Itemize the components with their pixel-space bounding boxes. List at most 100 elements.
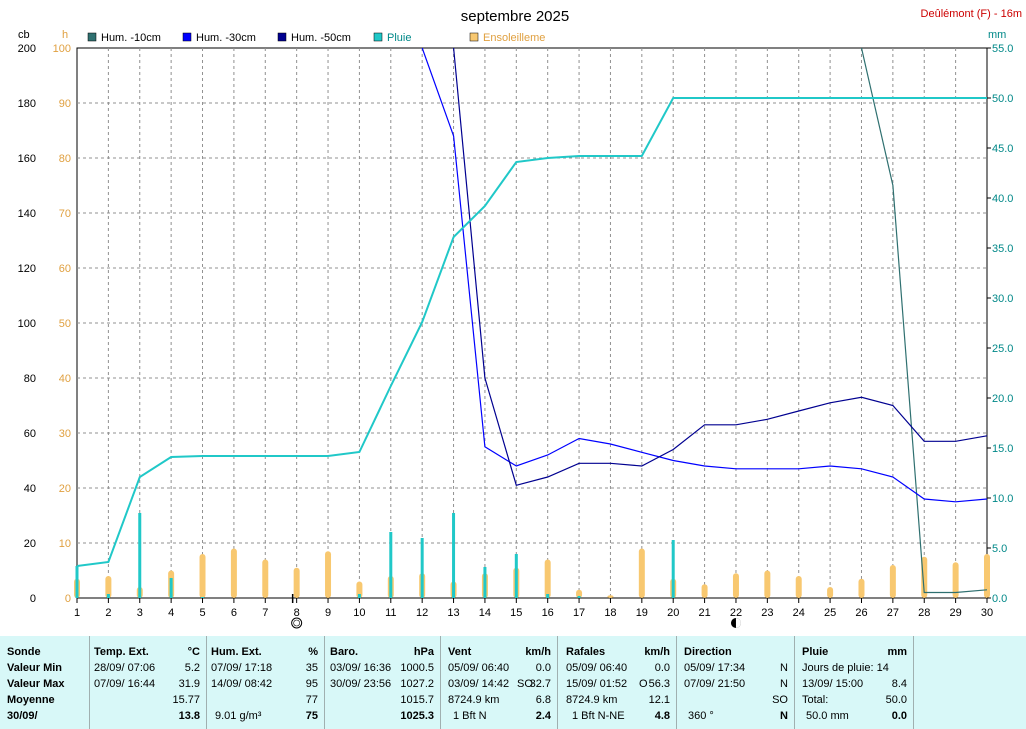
right-tick-label: 30.0 [992, 293, 1013, 305]
weather-chart: septembre 2025 Deûlémont (F) - 16m cb h … [18, 8, 1022, 629]
x-tick-label: 8 [294, 607, 300, 619]
vent-max-time: 03/09/ 14:42 [448, 678, 510, 690]
chart-title: septembre 2025 [461, 8, 569, 25]
x-tick-label: 9 [325, 607, 331, 619]
h-tick-label: 0 [65, 593, 71, 605]
vent-min-time: 05/09/ 06:40 [448, 662, 510, 674]
hum-max-time: 14/09/ 08:42 [211, 678, 273, 690]
h-tick-label: 80 [59, 153, 71, 165]
legend-item-ensoleillement-swatch [469, 32, 479, 42]
temp-current: 13.8 [178, 710, 200, 722]
right-tick-label: 35.0 [992, 243, 1013, 255]
right-tick-label: 20.0 [992, 393, 1013, 405]
h-tick-label: 60 [59, 263, 71, 275]
temp-mean: 15.77 [172, 694, 200, 706]
rowlabel-moy: Moyenne [7, 694, 55, 706]
hum-current: 75 [305, 710, 318, 722]
sunshine-bar [827, 587, 834, 598]
daily-rain-bar [514, 554, 518, 598]
sunshine-bar [199, 554, 206, 598]
hum-50cm-line [453, 48, 987, 487]
h-tick-label: 50 [59, 318, 71, 330]
baro-max-value: 1027.2 [400, 678, 434, 690]
right-tick-label: 45.0 [992, 143, 1013, 155]
x-tick-label: 12 [416, 607, 428, 619]
hum-absolute: 9.01 g/m³ [215, 710, 262, 722]
sunshine-bar [293, 567, 300, 598]
h-tick-label: 10 [59, 538, 71, 550]
legend-item-hum-10cm-swatch [87, 32, 97, 42]
x-tick-label: 6 [231, 607, 237, 619]
x-tick-label: 16 [542, 607, 554, 619]
vent-mean: 6.8 [535, 694, 551, 706]
left-tick-label: 100 [18, 318, 36, 330]
x-tick-label: 21 [698, 607, 710, 619]
daily-rain-bar [138, 513, 142, 598]
x-tick-label: 26 [855, 607, 867, 619]
x-tick-label: 30 [981, 607, 993, 619]
pluie-month-total: 50.0 mm [806, 710, 849, 722]
baro-current: 1025.3 [400, 710, 434, 722]
x-tick-label: 28 [918, 607, 930, 619]
pluie-rain-days: Jours de pluie: 14 [802, 662, 889, 674]
temp-unit: °C [187, 646, 200, 658]
baro-min-time: 03/09/ 16:36 [330, 662, 392, 674]
col-pluie: Pluie mm Jours de pluie: 14 13/09/ 15:00 8… [795, 636, 914, 729]
x-tick-label: 13 [447, 607, 459, 619]
sunshine-bar [356, 581, 363, 598]
h-tick-label: 20 [59, 483, 71, 495]
baro-min-value: 1000.5 [400, 662, 434, 674]
legend-item-pluie: Pluie [387, 32, 411, 44]
h-tick-label: 40 [59, 373, 71, 385]
right-tick-label: 15.0 [992, 443, 1013, 455]
left-tick-label: 20 [24, 538, 36, 550]
hum-min-value: 35 [305, 662, 318, 674]
pluie-max-time: 13/09/ 15:00 [802, 678, 864, 690]
daily-rain-bar [671, 540, 675, 598]
raf-current: 4.8 [654, 710, 670, 722]
raf-min-time: 05/09/ 06:40 [566, 662, 628, 674]
col-baro: Baro. hPa 03/09/ 16:36 1000.5 30/09/ 23:56… [325, 636, 441, 729]
x-tick-label: 10 [353, 607, 365, 619]
dir-max-time: 07/09/ 21:50 [684, 678, 746, 690]
temp-min-value: 5.2 [184, 662, 200, 674]
raf-header: Rafales [566, 646, 606, 658]
x-tick-label: 14 [479, 607, 491, 619]
right-tick-label: 5.0 [992, 543, 1007, 555]
daily-rain-bar [169, 578, 173, 598]
vent-beaufort: 1 Bft N [453, 710, 487, 722]
sunshine-bar [262, 559, 269, 598]
daily-rain-bar [106, 594, 110, 598]
legend: Hum. -10cm Hum. -30cm Hum. -50cm Pluie Ensol… [87, 32, 545, 44]
dir-min-value: N [780, 662, 788, 674]
legend-item-hum-30cm-swatch [182, 32, 192, 42]
legend-item-hum-10cm: Hum. -10cm [101, 32, 161, 44]
raf-min-value: 0.0 [654, 662, 670, 674]
col-vent: Vent km/h 05/09/ 06:40 0.0 03/09/ 14:42 SO 3… [441, 636, 558, 729]
left-tick-label: 0 [30, 593, 36, 605]
x-tick-label: 15 [510, 607, 522, 619]
daily-rain-bar [201, 597, 205, 598]
x-tick-label: 29 [949, 607, 961, 619]
sunshine-bar [732, 573, 739, 598]
raf-max-time: 15/09/ 01:52 [566, 678, 628, 690]
x-tick-label: 1 [74, 607, 80, 619]
sunshine-bar [984, 554, 990, 598]
temp-min-time: 28/09/ 07:06 [94, 662, 156, 674]
x-tick-label: 18 [604, 607, 616, 619]
hum-max-value: 95 [305, 678, 318, 690]
daily-rain-bar [546, 594, 550, 598]
left-tick-label: 180 [18, 98, 36, 110]
h-tick-label: 90 [59, 98, 71, 110]
axes-layer: 0204060801001201401601802000102030405060… [18, 43, 1013, 629]
right-tick-label: 50.0 [992, 93, 1013, 105]
sunshine-bar [325, 551, 332, 598]
hum-mean: 77 [305, 694, 318, 706]
dir-current: N [780, 710, 788, 722]
vent-header: Vent [448, 646, 472, 658]
left-tick-label: 40 [24, 483, 36, 495]
daily-rain-bar [389, 532, 393, 598]
legend-item-hum-50cm-swatch [277, 32, 287, 42]
sunshine-bar [952, 562, 959, 598]
vent-max-dir: SO [517, 678, 533, 690]
